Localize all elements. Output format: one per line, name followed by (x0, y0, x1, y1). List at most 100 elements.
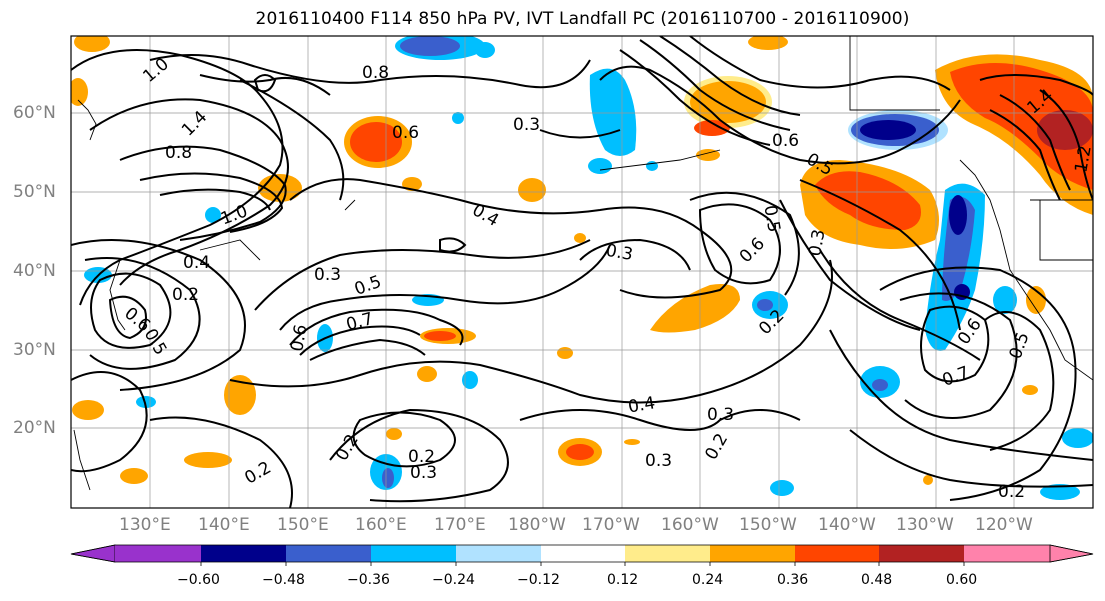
negative-anomaly (475, 42, 495, 58)
pv-contours (71, 36, 1093, 508)
contour-label: 0.2 (701, 430, 732, 463)
colorbar-segment (201, 545, 286, 562)
contour-label: 0.8 (165, 143, 192, 163)
negative-anomaly (949, 195, 967, 235)
positive-anomaly (815, 171, 921, 230)
positive-anomaly (72, 400, 104, 420)
contour-label: 0.3 (314, 265, 341, 285)
lat-label-50n: 50°N (13, 182, 56, 202)
contour-label: 0.4 (183, 253, 210, 273)
lat-label-40n: 40°N (13, 261, 56, 281)
positive-anomaly (694, 120, 730, 136)
positive-anomaly (518, 178, 546, 202)
lon-label: 120°W (975, 515, 1033, 535)
positive-anomaly (350, 122, 402, 162)
contour-label: 0.5 (759, 204, 783, 234)
contour-label: 0.3 (805, 228, 829, 258)
lon-label: 170°W (582, 515, 640, 535)
colorbar-tick-label: −0.60 (177, 572, 220, 588)
colorbar-segment (456, 545, 541, 562)
colorbar-tick-label: 0.12 (607, 572, 639, 588)
positive-anomaly (923, 475, 933, 485)
colorbar-tick-label: 0.36 (777, 572, 809, 588)
positive-anomaly (417, 366, 437, 382)
contour-label: 0.2 (332, 431, 363, 464)
contour-label: 1.2 (1071, 144, 1095, 174)
lat-label-60n: 60°N (13, 103, 56, 123)
gridlines (71, 36, 1093, 508)
colorbar (70, 544, 1094, 566)
negative-anomaly (770, 480, 794, 496)
colorbar-extend-low (70, 544, 116, 563)
positive-anomaly (1022, 385, 1038, 395)
contour-label: 0.3 (513, 115, 540, 135)
contour-label: 0.6 (287, 323, 311, 353)
negative-anomaly (1040, 484, 1080, 500)
contour-label: 0.3 (410, 463, 437, 483)
positive-anomaly (696, 149, 720, 161)
colorbar-segment (625, 545, 710, 562)
colorbar-tick-label: 0.48 (861, 572, 893, 588)
positive-anomaly (574, 233, 586, 243)
positive-anomaly (424, 331, 456, 341)
contour-label: 0.6 (736, 234, 769, 267)
map-title: 2016110400 F114 850 hPa PV, IVT Landfall… (255, 9, 910, 29)
coastlines (73, 36, 1093, 491)
contour-label: 1.0 (218, 201, 250, 229)
positive-anomaly (386, 428, 402, 440)
negative-anomaly (136, 396, 156, 408)
positive-anomaly (566, 444, 594, 460)
contour-label: 1.0 (139, 54, 173, 87)
colorbar-segment (710, 545, 795, 562)
colorbar-tick-label: 0.24 (692, 572, 724, 588)
colorbar-tick-label: −0.12 (517, 572, 560, 588)
contour-label: 0.2 (408, 447, 435, 467)
lon-label: 180°W (508, 515, 566, 535)
positive-anomaly (624, 439, 640, 445)
colorbar-outline (70, 544, 1094, 563)
contour-label: 0.2 (241, 458, 274, 489)
negative-anomaly (1062, 428, 1093, 448)
contour-label: 0.3 (707, 405, 734, 425)
lon-label: 130°E (119, 515, 171, 535)
lon-label: 140°E (198, 515, 250, 535)
positive-anomaly (184, 452, 232, 468)
negative-anomaly (993, 286, 1017, 314)
positive-anomaly (74, 36, 110, 52)
contour-label: 0.3 (645, 451, 672, 471)
colorbar-segment (795, 545, 879, 562)
contour-label: 0.4 (627, 393, 657, 417)
lat-label-30n: 30°N (13, 340, 56, 360)
contour-label: 0.7 (940, 363, 972, 391)
colorbar-segment (541, 545, 625, 562)
negative-anomaly (400, 36, 460, 56)
lon-label: 160°E (355, 515, 407, 535)
colorbar-segment (286, 545, 371, 562)
negative-anomaly (757, 299, 773, 311)
positive-anomaly (650, 284, 740, 333)
negative-anomaly (588, 158, 612, 174)
negative-anomaly (205, 207, 221, 223)
negative-anomaly (452, 112, 464, 124)
negative-anomaly (646, 161, 658, 171)
contour-label: 0.6 (392, 123, 419, 143)
lon-label: 160°W (661, 515, 719, 535)
contour-label: 0.8 (362, 63, 389, 83)
contour-label: 0.4 (469, 200, 502, 231)
positive-anomaly (1026, 286, 1046, 314)
ivt-shading (71, 36, 1093, 500)
lat-label-20n: 20°N (13, 418, 56, 438)
lon-label: 140°W (818, 515, 876, 535)
positive-anomaly (224, 375, 256, 415)
negative-anomaly (860, 120, 916, 140)
negative-anomaly (872, 379, 888, 391)
colorbar-tick-label: 0.60 (946, 572, 978, 588)
lon-label: 150°E (277, 515, 329, 535)
contour-label: 1.4 (178, 107, 211, 140)
colorbar-extend-high (1049, 544, 1094, 563)
positive-anomaly (690, 81, 766, 123)
negative-anomaly (462, 371, 478, 389)
contour-label: 0.2 (172, 285, 199, 305)
contour-label: 0.2 (998, 482, 1025, 502)
